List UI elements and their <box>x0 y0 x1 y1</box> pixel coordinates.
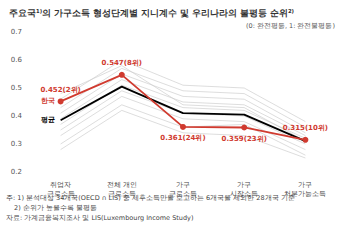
svg-text:자료: 가계금융복지조사 및 LIS(Luxembourg: 자료: 가계금융복지조사 및 LIS(Luxembourg Income Stu… <box>6 214 193 222</box>
svg-text:주요국¹⁾의 가구소득 형성단계별 지니계수 및 우리나라의: 주요국¹⁾의 가구소득 형성단계별 지니계수 및 우리나라의 불평등 순위²⁾ <box>9 8 294 18</box>
svg-text:근로소득: 근로소득 <box>108 190 136 198</box>
svg-text:시장소득: 시장소득 <box>230 190 258 198</box>
svg-text:0.2: 0.2 <box>11 168 22 176</box>
svg-text:한국: 한국 <box>41 97 55 105</box>
svg-text:가구: 가구 <box>298 181 312 189</box>
svg-text:가구: 가구 <box>176 181 190 189</box>
svg-text:취업자: 취업자 <box>50 181 71 189</box>
svg-text:전체 개인: 전체 개인 <box>107 181 137 189</box>
svg-text:0.452(2위): 0.452(2위) <box>40 86 80 94</box>
svg-text:가구: 가구 <box>237 181 251 189</box>
svg-text:2) 순위가 높을수록 불평등: 2) 순위가 높을수록 불평등 <box>14 204 97 212</box>
svg-text:0.6: 0.6 <box>11 56 23 64</box>
svg-text:0.7: 0.7 <box>11 28 22 36</box>
svg-text:평균: 평균 <box>40 116 55 124</box>
svg-text:0.3: 0.3 <box>11 140 22 148</box>
svg-text:근로소득: 근로소득 <box>169 190 197 198</box>
svg-text:0.5: 0.5 <box>11 84 22 92</box>
svg-text:(0: 완전평등, 1: 완전불평등): (0: 완전평등, 1: 완전불평등) <box>246 22 335 30</box>
svg-text:0.361(24위): 0.361(24위) <box>160 134 205 142</box>
svg-text:처분가능소득: 처분가능소득 <box>284 190 326 198</box>
svg-text:0.359(23위): 0.359(23위) <box>222 135 267 143</box>
svg-text:근로소득: 근로소득 <box>47 190 75 198</box>
svg-text:0.315(10위): 0.315(10위) <box>283 124 328 132</box>
svg-text:0.4: 0.4 <box>11 112 23 120</box>
svg-text:0.547(8위): 0.547(8위) <box>102 59 142 67</box>
svg-text:주: 1) 분석대상 34개국(OECD ∩ LIS) 중: 주: 1) 분석대상 34개국(OECD ∩ LIS) 중 세후소득만을 보고하… <box>6 193 295 202</box>
